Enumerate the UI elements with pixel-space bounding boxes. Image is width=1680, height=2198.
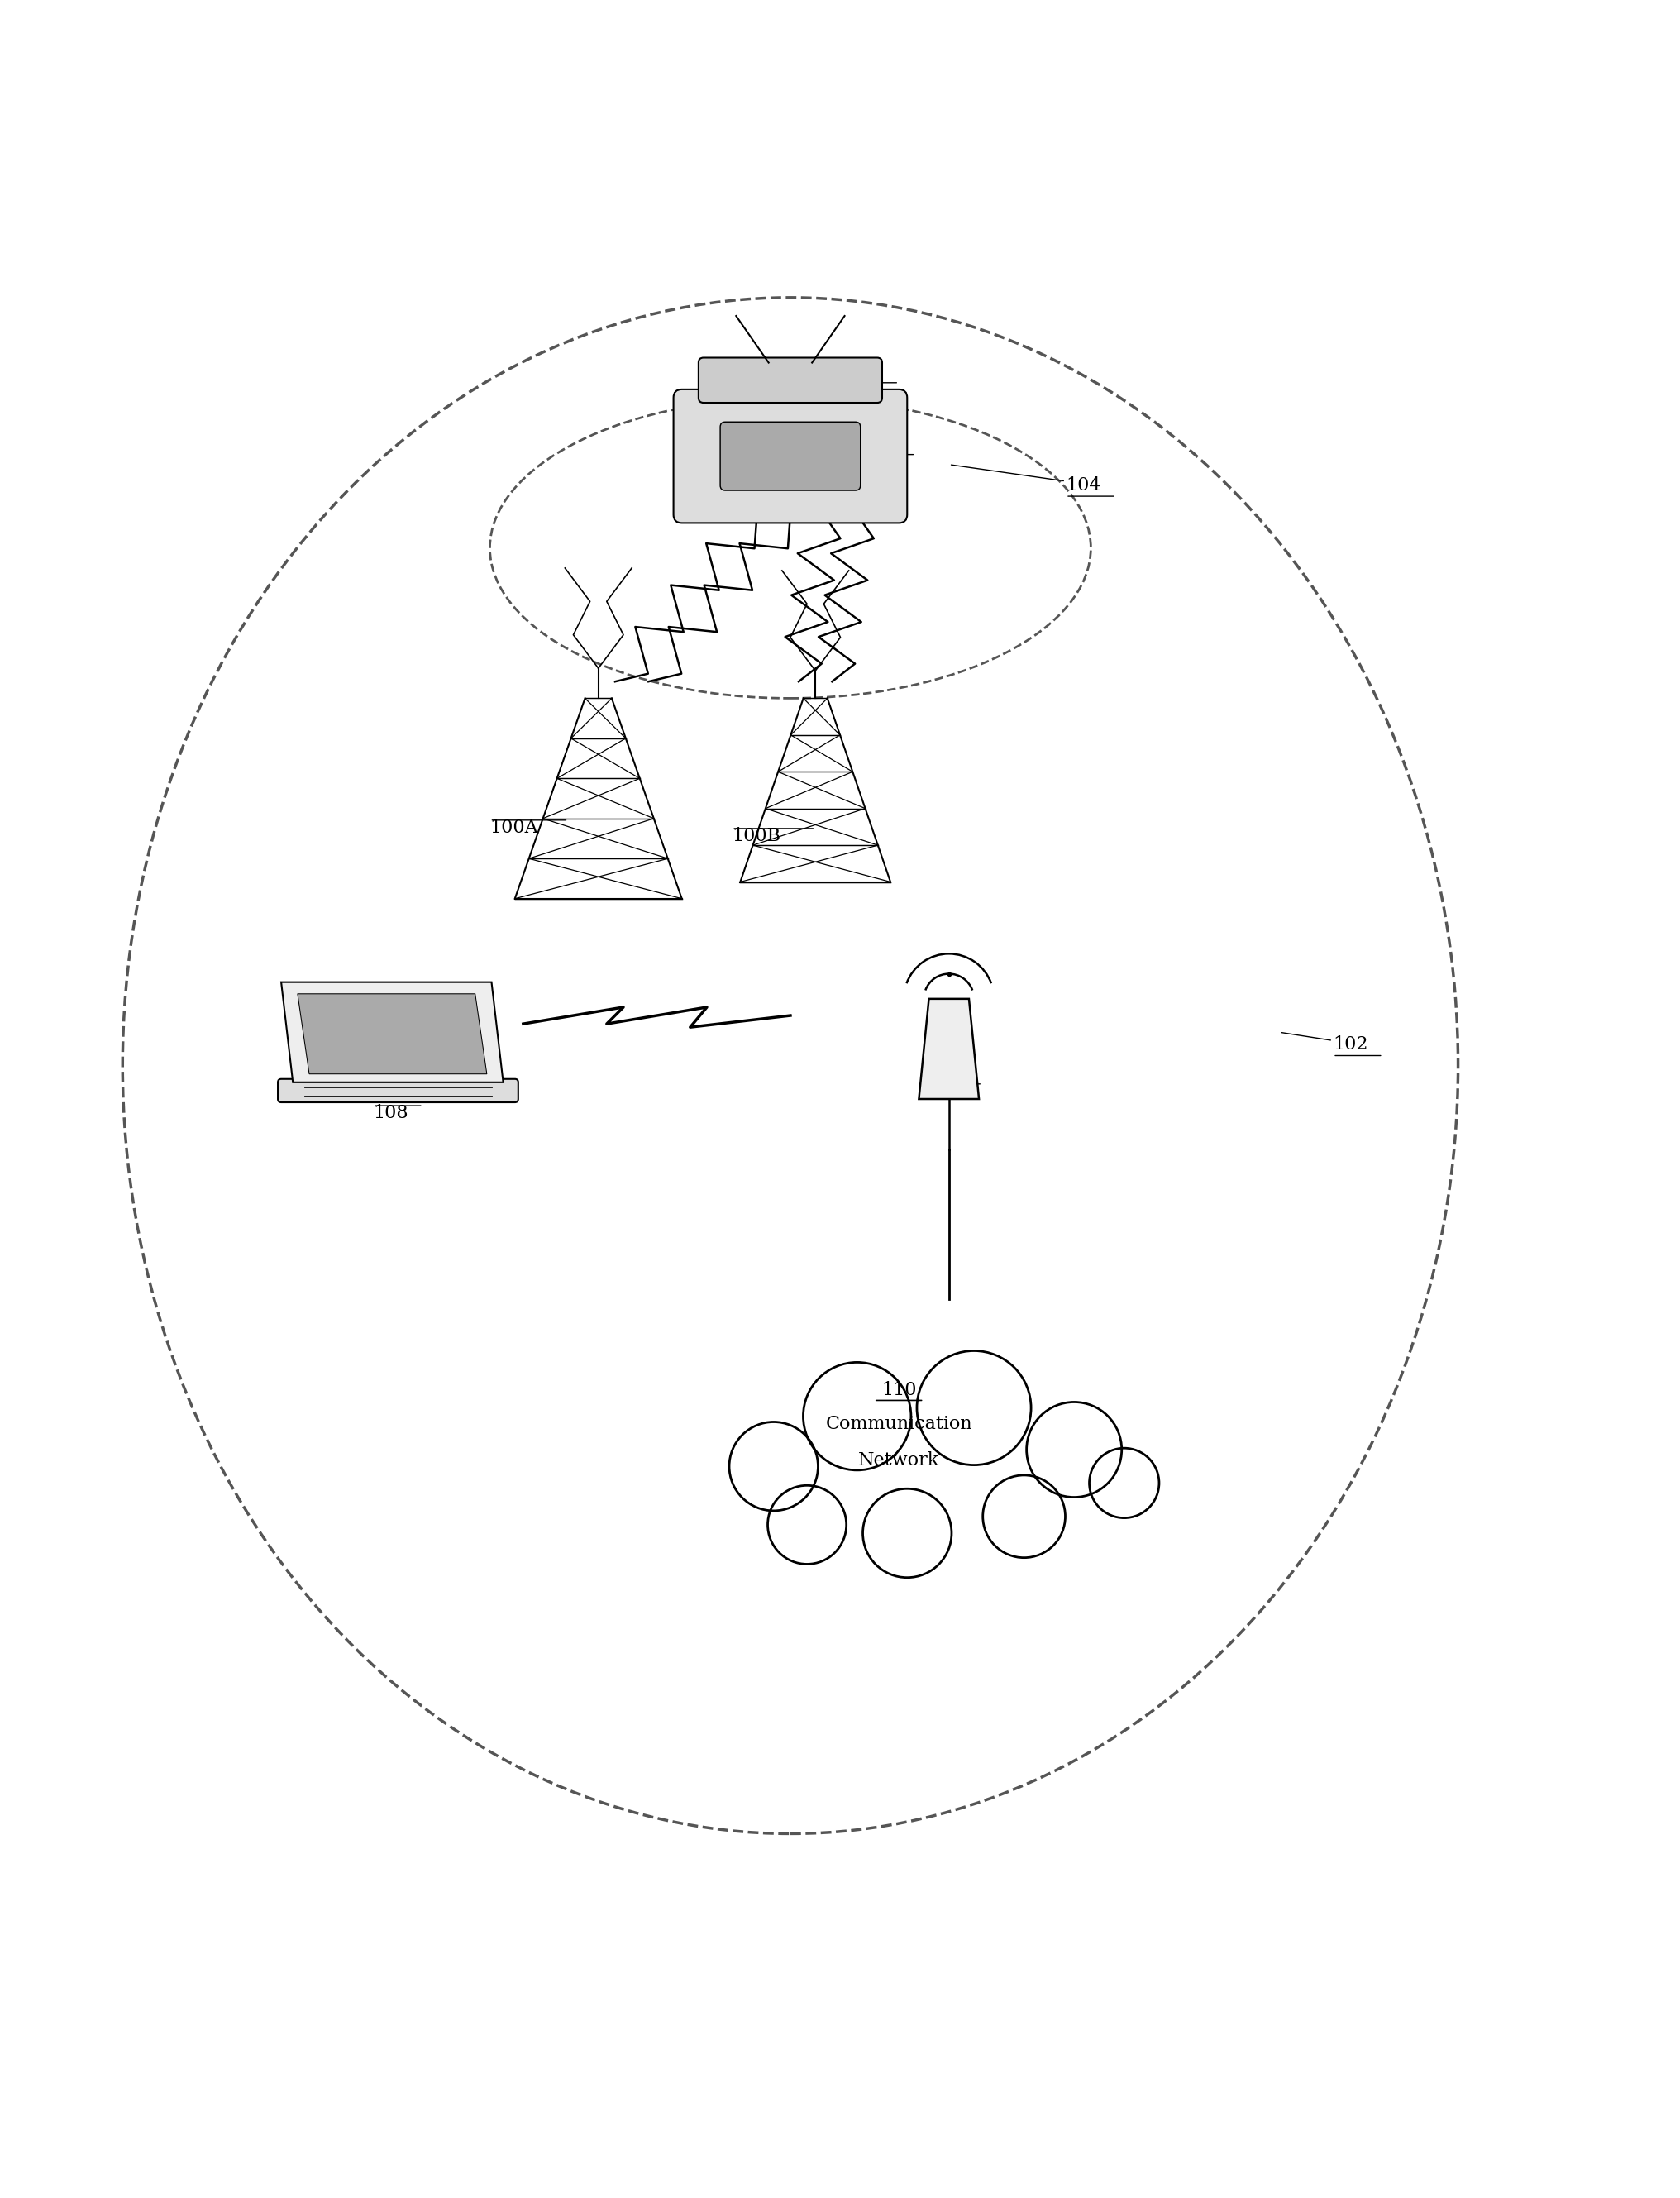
Circle shape [1089, 1448, 1159, 1519]
Text: 100B: 100B [731, 826, 780, 844]
Polygon shape [281, 983, 502, 1081]
FancyBboxPatch shape [277, 1079, 517, 1103]
Text: 108: 108 [373, 1103, 408, 1123]
Text: 110: 110 [880, 1380, 916, 1400]
Text: 102: 102 [1332, 1035, 1368, 1053]
Text: 104A: 104A [840, 435, 889, 453]
Circle shape [768, 1486, 847, 1565]
Text: Network: Network [858, 1451, 939, 1470]
Polygon shape [297, 993, 487, 1075]
Text: Communication: Communication [825, 1416, 971, 1433]
Circle shape [983, 1475, 1065, 1558]
Polygon shape [919, 998, 978, 1099]
FancyBboxPatch shape [674, 389, 907, 523]
Circle shape [803, 1363, 911, 1470]
Text: 106: 106 [929, 1081, 964, 1101]
Circle shape [916, 1352, 1030, 1466]
Text: 104B: 104B [823, 363, 872, 380]
Circle shape [862, 1488, 951, 1578]
Circle shape [1026, 1402, 1121, 1497]
Text: 104: 104 [1065, 477, 1100, 495]
Text: 100A: 100A [489, 818, 538, 837]
FancyBboxPatch shape [699, 358, 882, 402]
FancyBboxPatch shape [719, 422, 860, 490]
Circle shape [729, 1422, 818, 1510]
